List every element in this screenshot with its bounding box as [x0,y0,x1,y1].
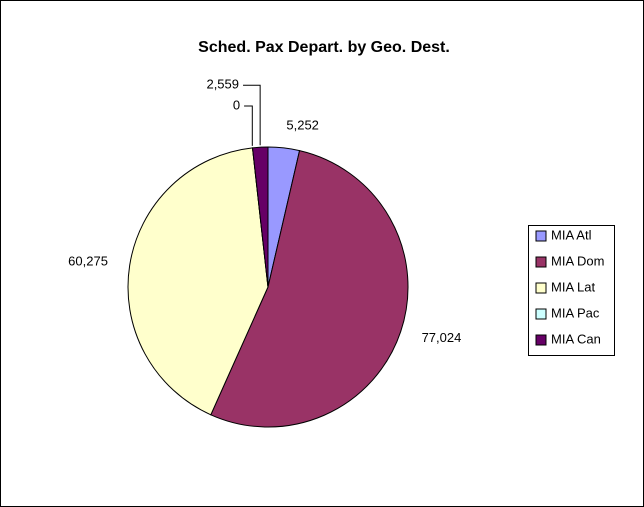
legend-swatch [535,308,547,320]
leader-line [243,84,261,146]
leader-line [244,105,253,146]
legend-label: MIA Lat [551,279,595,294]
legend-label: MIA Dom [551,253,604,268]
legend-swatch [535,334,547,346]
data-label: 77,024 [422,330,462,345]
legend-swatch [535,256,547,268]
data-label: 60,275 [68,253,108,268]
data-label: 5,252 [286,117,319,132]
chart-title: Sched. Pax Depart. by Geo. Dest. [198,39,450,56]
pie-slice [210,150,409,428]
legend-swatch [535,282,547,294]
data-label: 0 [233,97,240,112]
legend-swatch [535,230,547,242]
pie-slice [251,146,269,288]
legend-label: MIA Atl [551,227,592,242]
data-label: 2,559 [206,77,239,92]
legend-label: MIA Pac [551,305,600,320]
legend-label: MIA Can [551,331,601,346]
pie-slice [127,147,269,416]
